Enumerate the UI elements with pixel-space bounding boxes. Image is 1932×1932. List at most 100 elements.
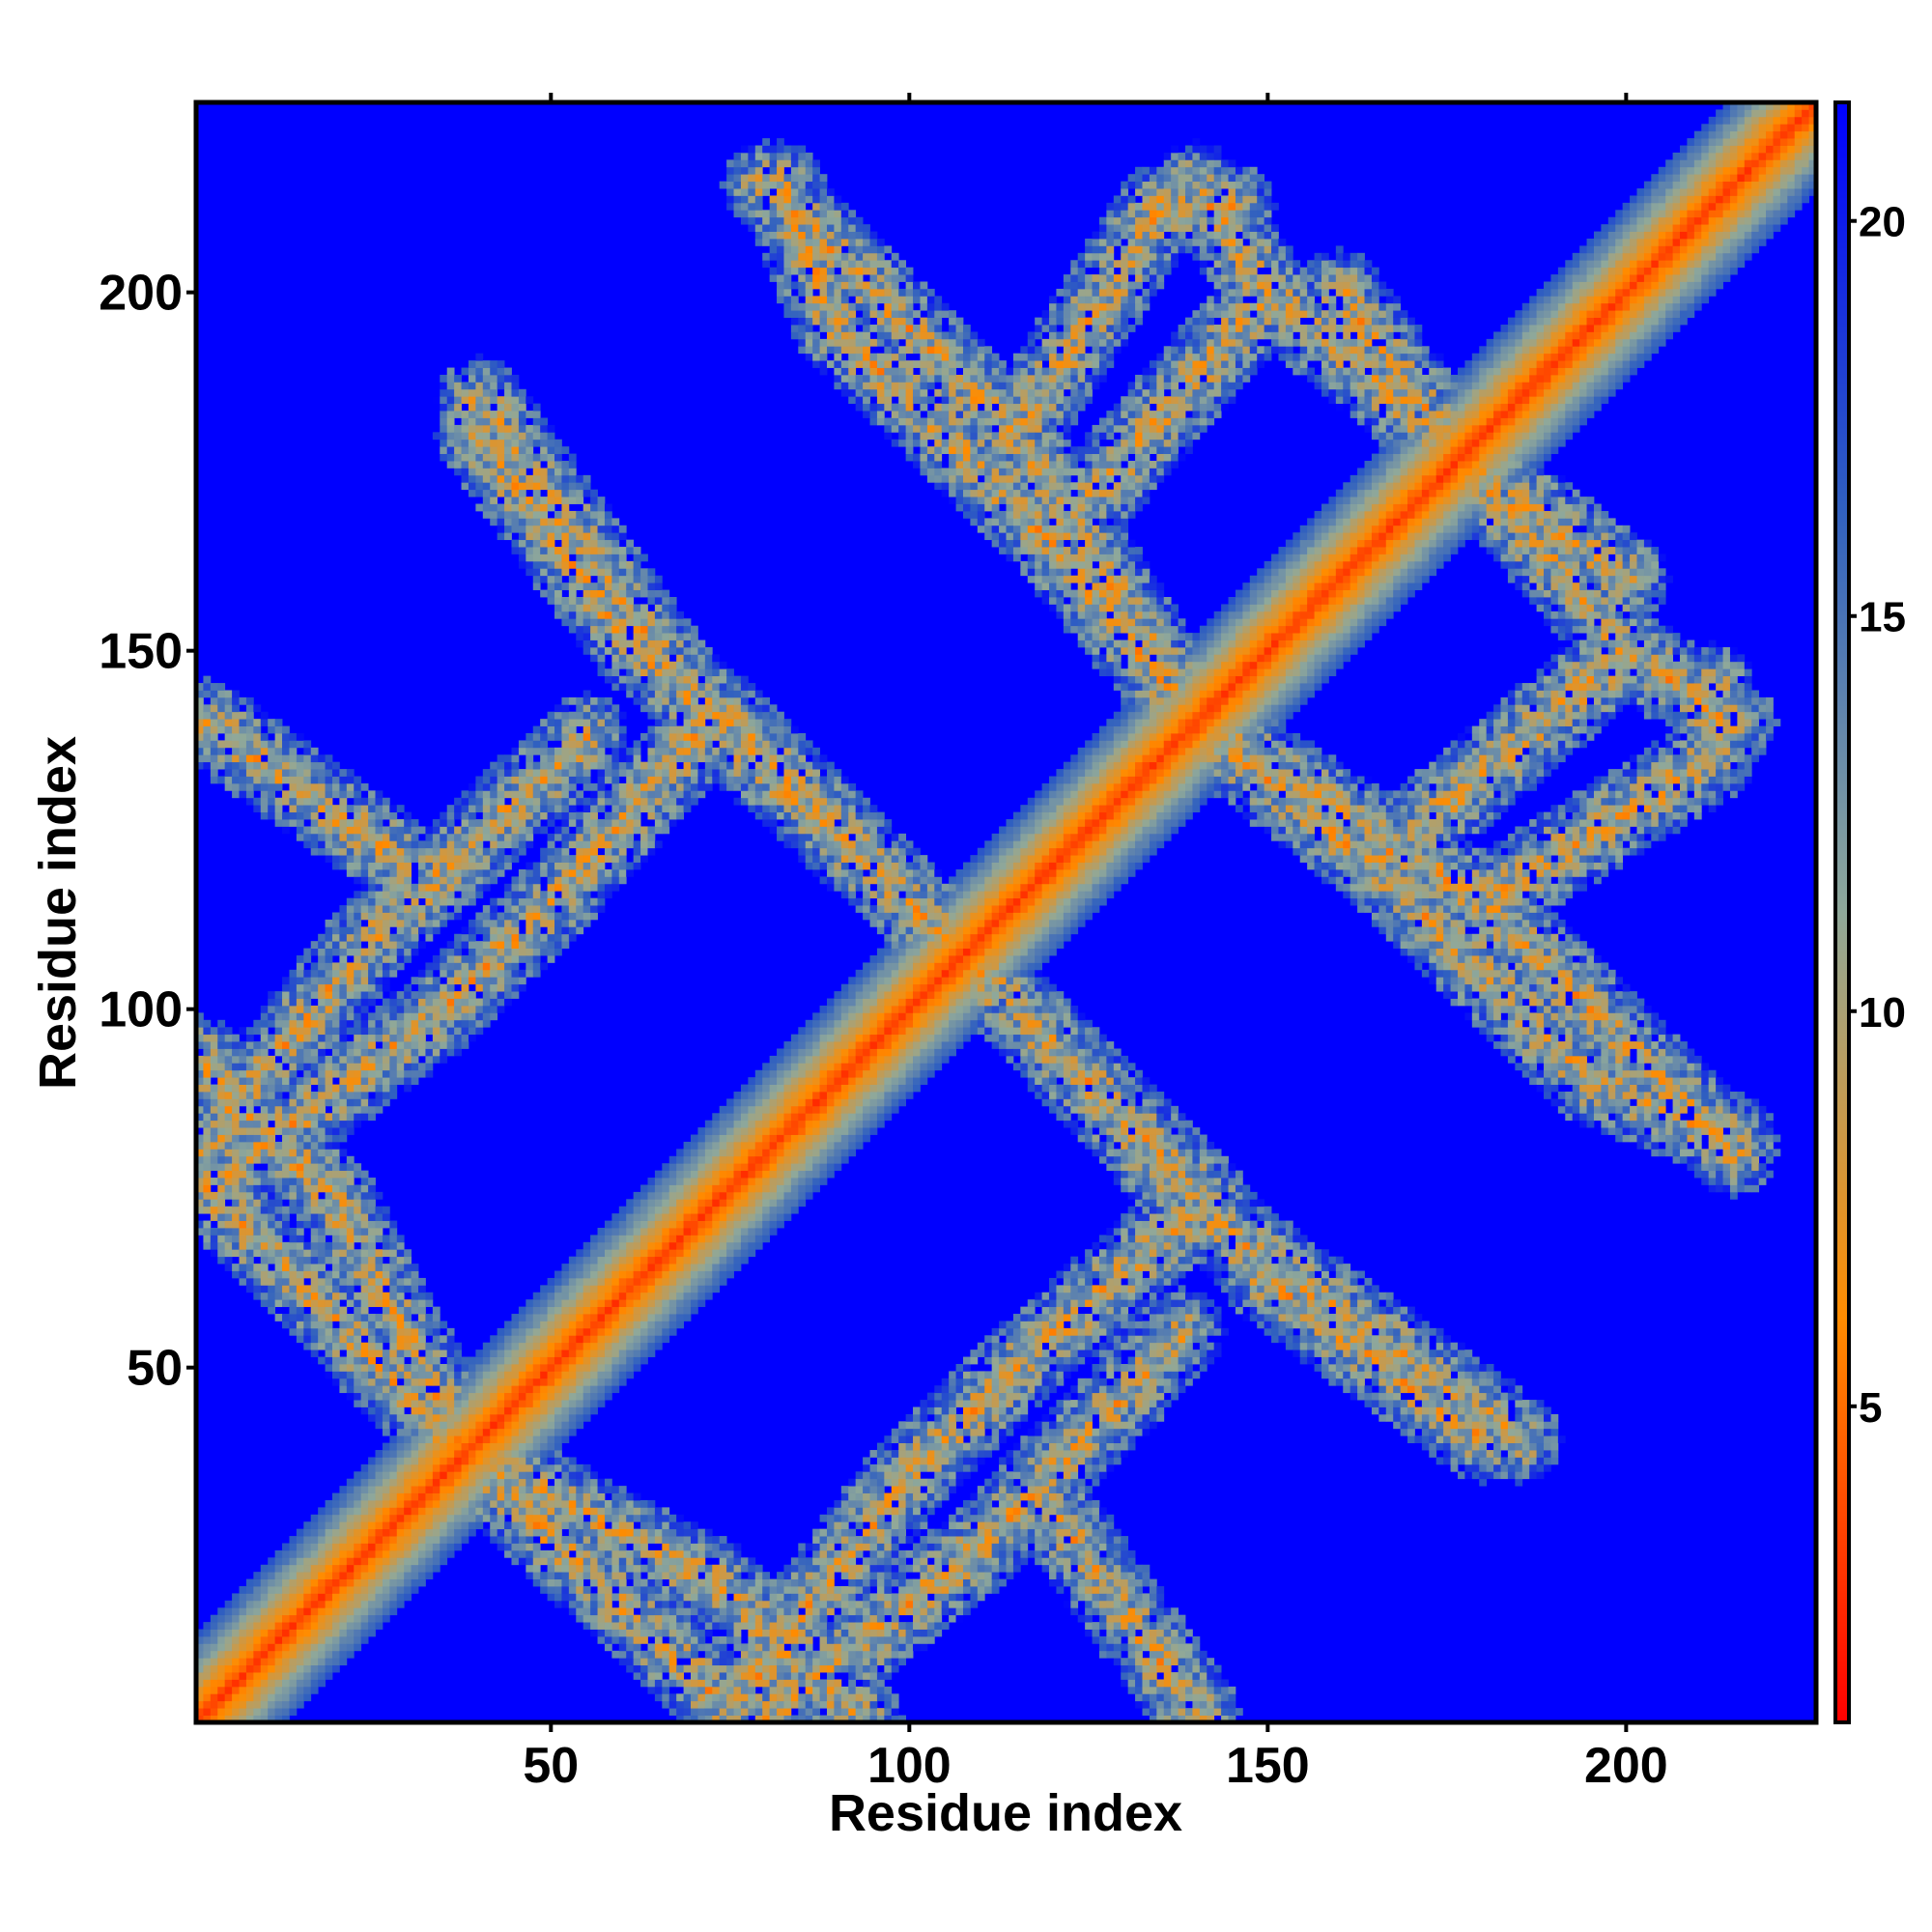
- heatmap-cell: [461, 811, 469, 820]
- heatmap-cell: [604, 618, 612, 627]
- heatmap-cell: [468, 891, 476, 899]
- heatmap-cell: [331, 1572, 340, 1579]
- heatmap-cell: [518, 1363, 526, 1372]
- heatmap-cell: [325, 1170, 333, 1179]
- heatmap-cell: [554, 941, 562, 949]
- heatmap-cell: [354, 977, 362, 985]
- heatmap-cell: [245, 1084, 254, 1093]
- heatmap-cell: [396, 1235, 405, 1243]
- heatmap-cell: [382, 1069, 390, 1078]
- heatmap-cell: [210, 1105, 218, 1114]
- heatmap-cell: [346, 991, 355, 999]
- heatmap-cell: [468, 411, 476, 418]
- heatmap-cell: [511, 468, 520, 476]
- heatmap-cell: [576, 1292, 584, 1300]
- heatmap-cell: [518, 833, 526, 841]
- heatmap-cell: [582, 1406, 591, 1415]
- heatmap-cell: [432, 1528, 440, 1537]
- heatmap-cell: [260, 811, 269, 820]
- heatmap-cell: [303, 1019, 312, 1028]
- heatmap-cell: [303, 1643, 312, 1652]
- heatmap-cell: [274, 1607, 283, 1616]
- heatmap-cell: [547, 1306, 555, 1315]
- heatmap-cell: [526, 868, 534, 877]
- heatmap-cell: [354, 805, 362, 813]
- heatmap-cell: [490, 1499, 498, 1508]
- heatmap-cell: [224, 690, 233, 698]
- heatmap-cell: [511, 883, 520, 892]
- heatmap-cell: [239, 1077, 247, 1085]
- heatmap-cell: [310, 1578, 319, 1587]
- heatmap-cell: [411, 1578, 419, 1587]
- heatmap-cell: [303, 1342, 312, 1350]
- heatmap-cell: [289, 1141, 298, 1150]
- heatmap-cell: [504, 754, 512, 763]
- heatmap-cell: [239, 1199, 247, 1208]
- heatmap-cell: [389, 1342, 398, 1350]
- heatmap-cell: [268, 1163, 276, 1172]
- heatmap-cell: [360, 1564, 369, 1573]
- heatmap-cell: [468, 1385, 476, 1394]
- heatmap-cell: [368, 1521, 376, 1530]
- heatmap-cell: [239, 1600, 247, 1608]
- heatmap-cell: [375, 811, 384, 820]
- heatmap-cell: [490, 446, 498, 454]
- heatmap-cell: [561, 474, 570, 483]
- heatmap-cell: [611, 1235, 620, 1243]
- heatmap-cell: [532, 826, 541, 835]
- heatmap-cell: [296, 761, 304, 770]
- heatmap-cell: [547, 1350, 555, 1357]
- heatmap-cell: [389, 847, 398, 856]
- heatmap-cell: [490, 862, 498, 870]
- heatmap-cell: [547, 461, 555, 469]
- heatmap-cell: [318, 1614, 326, 1623]
- heatmap-cell: [511, 424, 520, 433]
- heatmap-cell: [331, 1586, 340, 1594]
- heatmap-cell: [310, 805, 319, 813]
- heatmap-cell: [554, 1421, 562, 1430]
- heatmap-cell: [331, 1199, 340, 1208]
- heatmap-cell: [360, 1321, 369, 1329]
- heatmap-cell: [260, 1191, 269, 1200]
- heatmap-cell: [440, 1055, 448, 1064]
- heatmap-cell: [568, 611, 577, 619]
- heatmap-cell: [425, 1442, 434, 1451]
- heatmap-cell: [318, 1178, 326, 1185]
- heatmap-cell: [260, 1149, 269, 1157]
- heatmap-cell: [210, 1127, 218, 1135]
- heatmap-cell: [274, 1270, 283, 1279]
- heatmap-cell: [203, 683, 212, 691]
- heatmap-cell: [346, 905, 355, 913]
- heatmap-cell: [404, 1264, 412, 1271]
- heatmap-cell: [303, 1199, 312, 1208]
- heatmap-cell: [540, 1363, 548, 1372]
- heatmap-cell: [232, 1120, 240, 1128]
- heatmap-cell: [504, 1428, 512, 1436]
- heatmap-cell: [360, 1378, 369, 1386]
- heatmap-cell: [590, 554, 598, 562]
- heatmap-cell: [504, 439, 512, 447]
- heatmap-cell: [597, 1314, 606, 1321]
- heatmap-cell: [518, 1492, 526, 1501]
- heatmap-cell: [289, 1149, 298, 1157]
- heatmap-cell: [310, 1572, 319, 1579]
- heatmap-cell: [418, 1564, 426, 1573]
- heatmap-cell: [318, 1113, 326, 1122]
- heatmap-cell: [375, 1478, 384, 1487]
- heatmap-cell: [368, 1457, 376, 1465]
- heatmap-cell: [289, 754, 298, 763]
- heatmap-cell: [568, 1421, 577, 1430]
- heatmap-cell: [318, 847, 326, 856]
- heatmap-cell: [425, 1292, 434, 1300]
- heatmap-cell: [547, 468, 555, 476]
- heatmap-cell: [518, 1321, 526, 1329]
- heatmap-cell: [382, 1077, 390, 1085]
- heatmap-cell: [382, 1543, 390, 1551]
- heatmap-cell: [411, 1335, 419, 1344]
- heatmap-cell: [360, 991, 369, 999]
- heatmap-cell: [318, 1228, 326, 1236]
- heatmap-cell: [404, 1306, 412, 1315]
- heatmap-cell: [568, 1277, 577, 1286]
- heatmap-cell: [339, 1170, 348, 1179]
- heatmap-cell: [331, 1155, 340, 1164]
